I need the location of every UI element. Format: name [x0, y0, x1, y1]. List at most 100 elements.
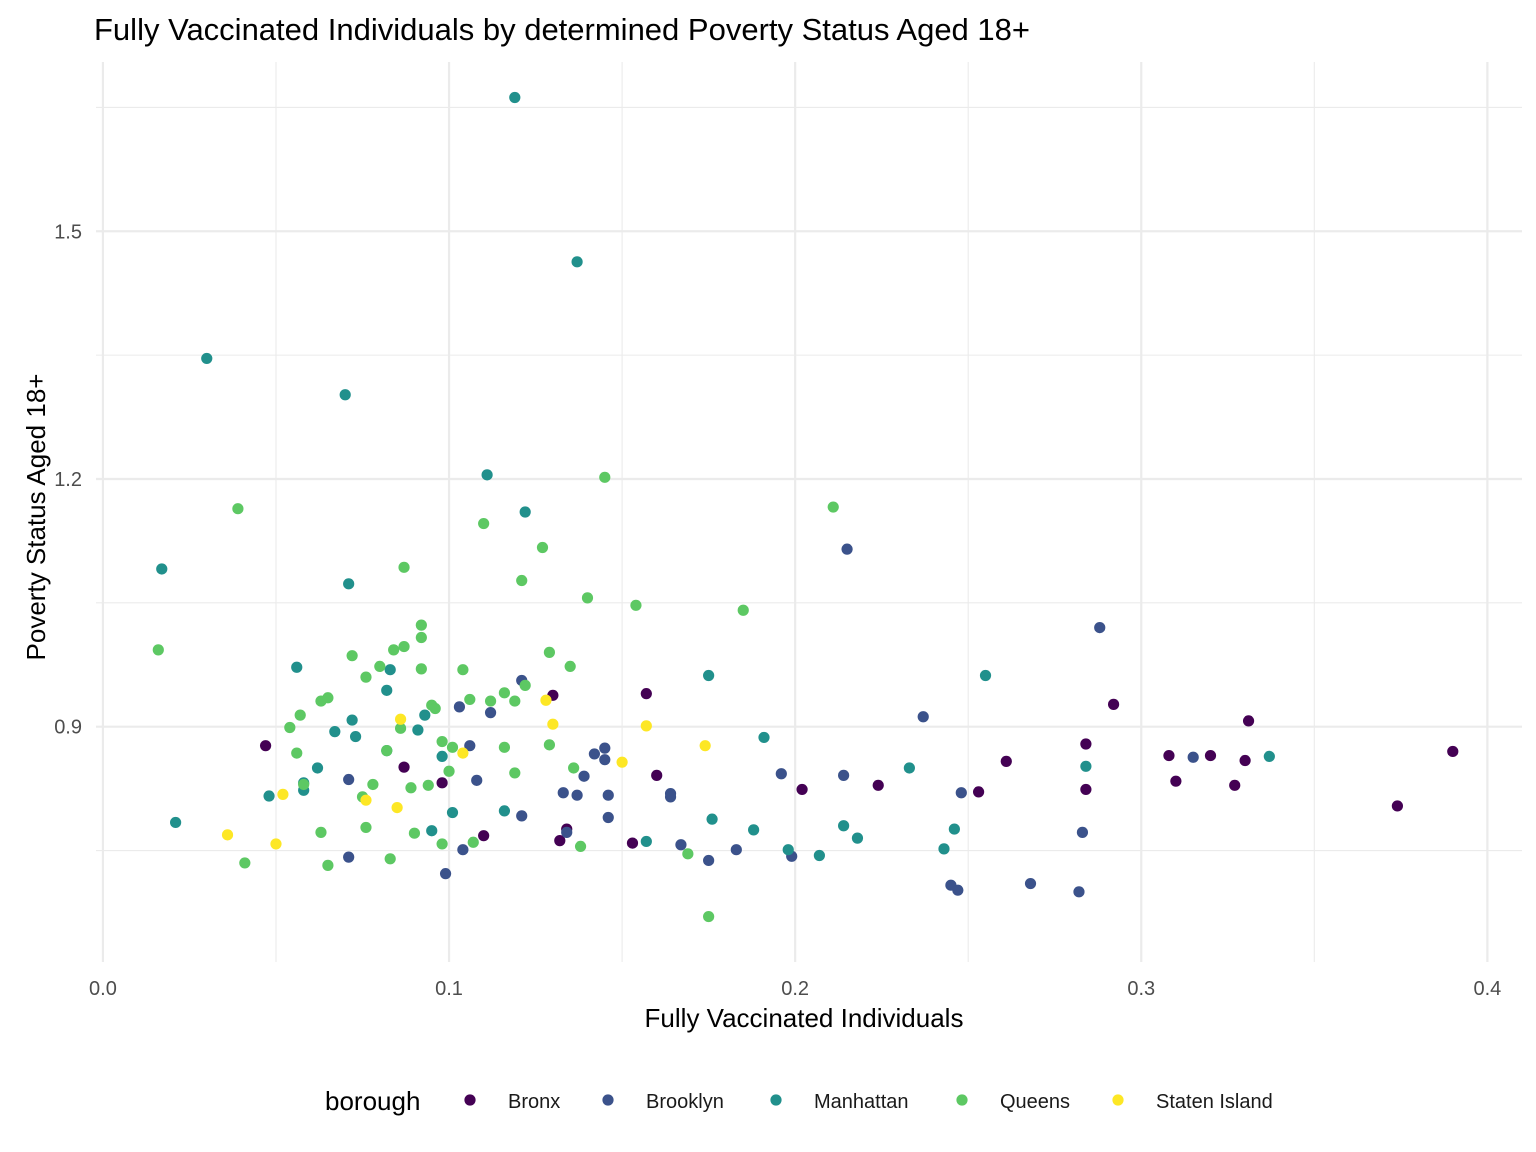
legend-item-bronx: Bronx [464, 1091, 560, 1113]
legend-label: Bronx [508, 1091, 560, 1113]
data-point [1000, 755, 1012, 767]
data-point [543, 646, 556, 658]
data-point [516, 810, 528, 822]
data-point [1187, 751, 1199, 763]
data-point [381, 684, 393, 696]
data-point [1024, 877, 1037, 890]
data-point [1073, 886, 1085, 898]
legend-item-staten-island: Staten Island [1112, 1091, 1273, 1113]
grid [96, 62, 1522, 962]
data-point [703, 854, 715, 867]
data-point [367, 778, 379, 791]
data-point [1447, 745, 1459, 758]
legend-key [956, 1094, 968, 1106]
data-point [1170, 775, 1182, 787]
data-point [581, 592, 594, 604]
data-point [360, 671, 372, 683]
x-tick-label: 0.3 [1127, 978, 1155, 1000]
legend-key [1112, 1094, 1124, 1106]
data-point [557, 787, 569, 799]
data-point [841, 543, 853, 555]
data-point [398, 761, 410, 773]
data-point [201, 352, 213, 365]
data-point [952, 884, 964, 896]
data-point [737, 604, 749, 616]
data-point [602, 811, 614, 824]
x-tick-label: 0.1 [435, 978, 463, 1000]
data-point [640, 720, 652, 732]
data-point [775, 768, 787, 780]
y-tick-label: 1.5 [54, 221, 82, 243]
data-point [322, 859, 334, 871]
data-point [239, 857, 251, 869]
data-point [599, 471, 611, 483]
data-point [1163, 749, 1175, 762]
data-point [872, 779, 884, 791]
data-point [1242, 715, 1255, 727]
legend-title: borough [325, 1086, 420, 1116]
data-point [478, 517, 490, 530]
series-staten-island [221, 694, 711, 850]
data-point [329, 726, 341, 738]
legend-item-manhattan: Manhattan [770, 1091, 909, 1113]
y-tick-label: 0.9 [54, 717, 82, 739]
data-point [374, 660, 386, 673]
data-point [602, 789, 614, 801]
data-point [343, 773, 355, 786]
data-point [574, 840, 587, 853]
data-point [516, 574, 528, 587]
data-point [436, 838, 448, 850]
data-points [152, 91, 1459, 923]
legend-item-queens: Queens [956, 1091, 1070, 1113]
series-queens [152, 471, 839, 923]
data-point [381, 745, 393, 757]
x-axis-title: Fully Vaccinated Individuals [645, 1003, 964, 1033]
data-point [796, 783, 808, 796]
data-point [156, 563, 168, 575]
data-point [640, 835, 652, 848]
data-point [640, 688, 652, 700]
data-point [315, 826, 327, 838]
data-point [349, 730, 362, 743]
data-point [955, 787, 967, 799]
data-point [419, 709, 431, 721]
data-point [561, 826, 573, 838]
data-point [484, 707, 497, 719]
data-point [412, 724, 424, 736]
data-point [426, 825, 438, 837]
data-point [291, 747, 303, 759]
data-point [1107, 698, 1120, 710]
data-point [152, 644, 164, 656]
data-point [464, 740, 476, 752]
data-point [360, 794, 372, 806]
data-point [298, 778, 310, 791]
data-point [259, 740, 272, 752]
data-point [554, 835, 566, 847]
data-point [509, 767, 521, 779]
data-point [547, 718, 559, 730]
data-point [578, 770, 590, 782]
data-point [384, 853, 396, 865]
data-point [703, 910, 715, 923]
data-point [675, 839, 687, 851]
data-point [509, 695, 521, 707]
data-point [838, 769, 850, 781]
x-tick-label: 0.2 [781, 978, 809, 1000]
y-tick-label: 1.2 [54, 469, 82, 491]
legend-key [770, 1094, 782, 1106]
data-point [782, 844, 794, 856]
data-point [232, 503, 244, 515]
data-point [436, 750, 448, 763]
data-point [394, 722, 407, 734]
data-point [498, 805, 511, 817]
data-point [384, 664, 396, 676]
data-point [439, 868, 452, 880]
data-point [453, 701, 466, 713]
data-point [415, 663, 427, 675]
data-point [730, 844, 742, 856]
data-point [917, 711, 929, 723]
data-point [851, 832, 864, 844]
data-point [277, 788, 289, 800]
